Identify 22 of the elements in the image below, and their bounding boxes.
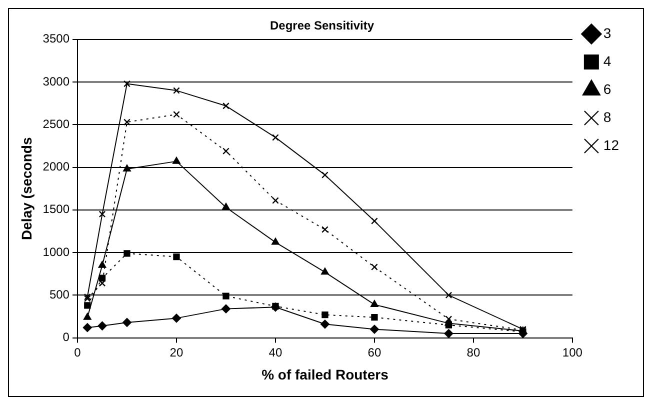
x-tick-label: 0 xyxy=(74,345,82,360)
legend-label: 12 xyxy=(603,136,620,153)
y-tick-label: 3000 xyxy=(42,74,70,88)
y-axis-title: Delay (seconds xyxy=(18,137,34,240)
x-tick-label: 80 xyxy=(466,345,480,360)
y-tick-label: 1000 xyxy=(42,244,70,259)
x-axis-title: % of failed Routers xyxy=(262,366,389,382)
x-tick-label: 20 xyxy=(170,345,184,360)
x-tick-label: 100 xyxy=(562,345,583,360)
y-tick-label: 3500 xyxy=(42,32,70,46)
y-tick-label: 500 xyxy=(49,287,70,302)
y-tick-label: 2500 xyxy=(42,116,70,131)
legend-label: 3 xyxy=(603,24,612,41)
x-tick-label: 40 xyxy=(268,345,282,360)
legend-label: 4 xyxy=(603,52,612,69)
legend-label: 6 xyxy=(603,80,612,97)
x-tick-label: 60 xyxy=(368,345,382,360)
legend-label: 8 xyxy=(603,108,612,125)
chart-title: Degree Sensitivity xyxy=(270,18,374,33)
y-tick-label: 2000 xyxy=(42,160,70,174)
y-tick-label: 0 xyxy=(62,330,70,344)
y-tick-label: 1500 xyxy=(42,202,70,216)
